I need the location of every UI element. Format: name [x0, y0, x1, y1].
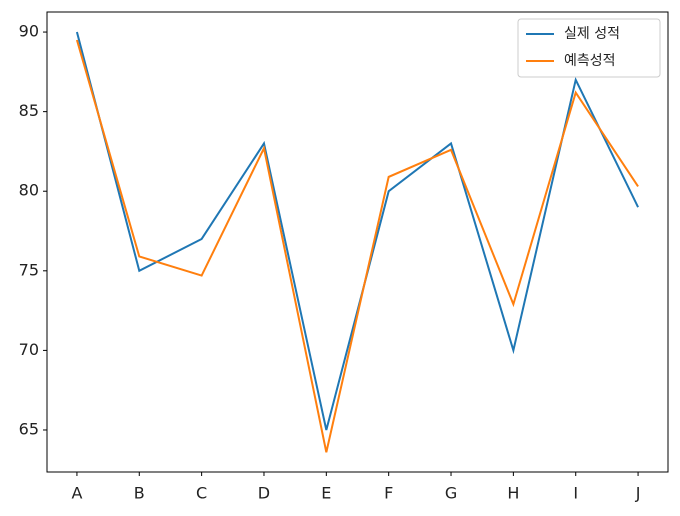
y-tick-label: 70 [19, 340, 39, 359]
legend-label: 예측성적 [564, 53, 616, 69]
y-tick-label: 85 [19, 101, 39, 120]
plot-frame [46, 11, 669, 473]
series-line [75, 39, 639, 453]
y-tick-label: 90 [19, 22, 39, 41]
x-tick-label: D [258, 484, 270, 503]
y-tick-label: 75 [19, 260, 39, 279]
x-tick-label: H [507, 484, 519, 503]
x-tick-label: A [71, 484, 82, 503]
x-tick-label: I [573, 484, 578, 503]
x-tick-label: B [134, 484, 145, 503]
x-tick-label: G [445, 484, 457, 503]
legend-label: 실제 성적 [564, 26, 620, 42]
y-tick-label: 80 [19, 181, 39, 200]
x-tick-label: C [196, 484, 207, 503]
x-tick-label: F [384, 484, 393, 503]
x-tick-label: E [321, 484, 331, 503]
x-tick-label: J [635, 484, 641, 503]
y-tick-label: 65 [19, 419, 39, 438]
series-line [75, 31, 639, 431]
